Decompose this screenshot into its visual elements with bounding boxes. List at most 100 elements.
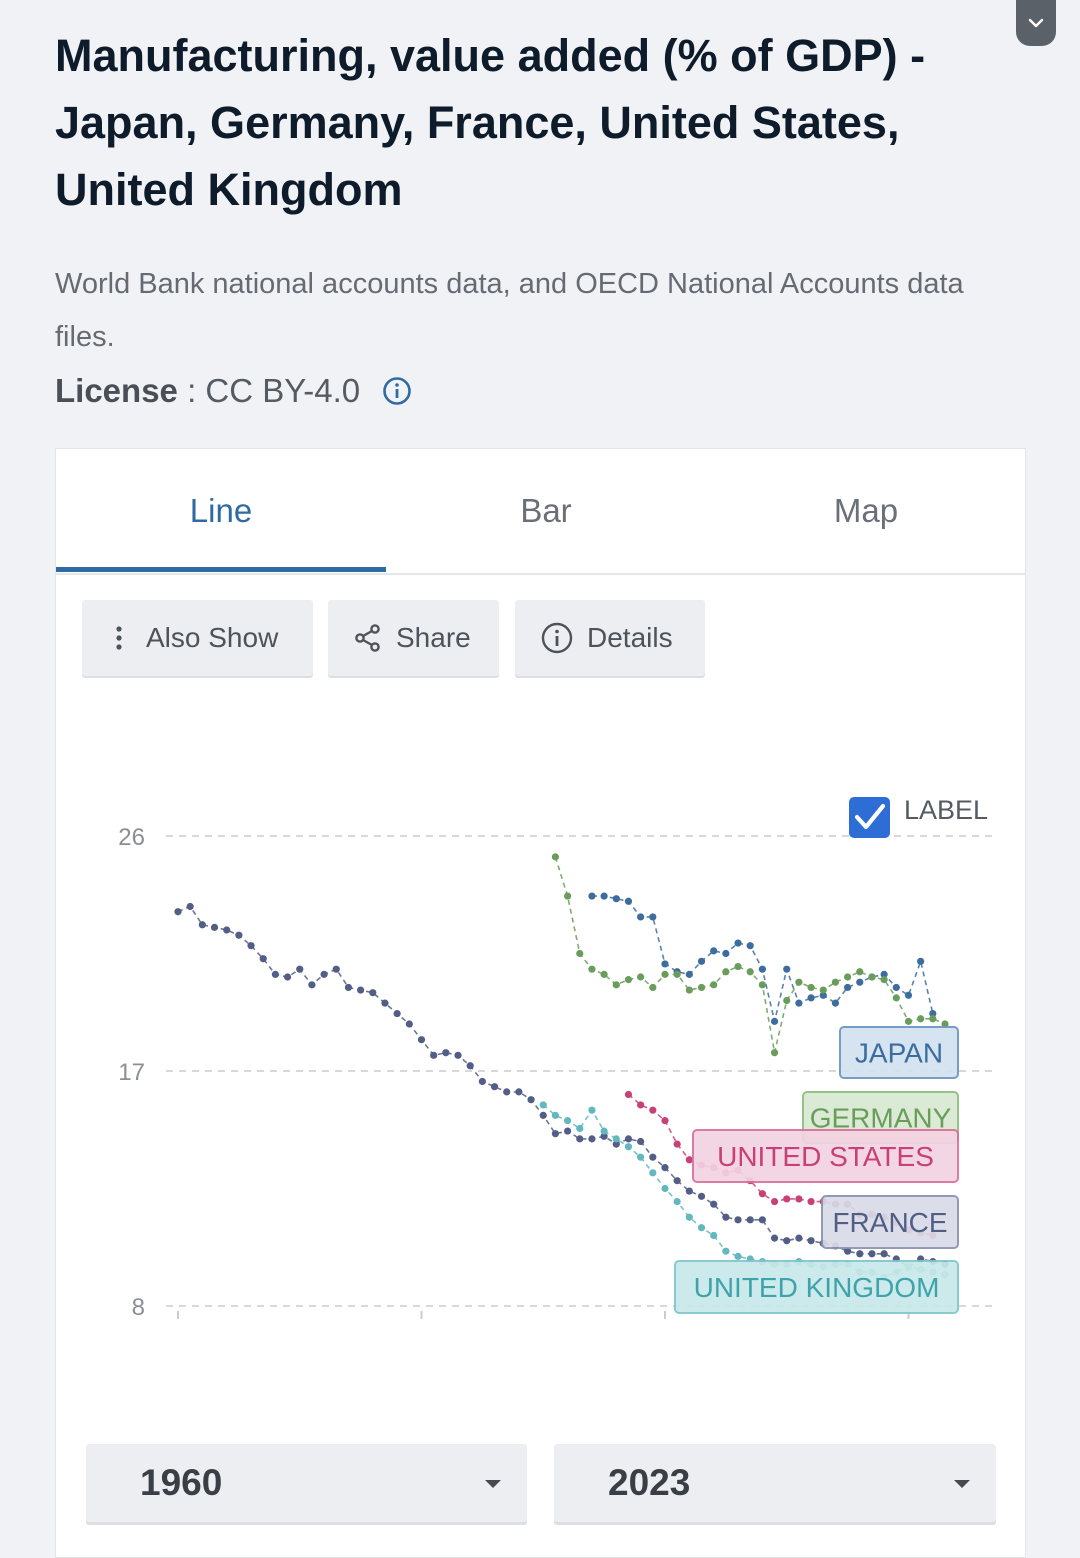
data-point[interactable] bbox=[661, 960, 669, 968]
data-point[interactable] bbox=[563, 1117, 572, 1125]
data-point[interactable] bbox=[856, 968, 864, 976]
data-point[interactable] bbox=[783, 1237, 791, 1245]
data-point[interactable] bbox=[624, 1135, 633, 1143]
data-point[interactable] bbox=[697, 957, 706, 965]
data-point[interactable] bbox=[831, 999, 840, 1007]
data-point[interactable] bbox=[746, 942, 754, 950]
data-point[interactable] bbox=[722, 1213, 730, 1221]
data-point[interactable] bbox=[685, 1156, 693, 1164]
data-point[interactable] bbox=[844, 973, 852, 981]
data-point[interactable] bbox=[405, 1020, 413, 1028]
data-point[interactable] bbox=[271, 970, 279, 978]
data-point[interactable] bbox=[685, 1187, 693, 1195]
end-year-select[interactable]: 2023 bbox=[554, 1444, 996, 1522]
data-point[interactable] bbox=[844, 983, 852, 992]
data-point[interactable] bbox=[722, 1247, 730, 1255]
data-point[interactable] bbox=[710, 1231, 718, 1240]
data-point[interactable] bbox=[807, 994, 815, 1002]
data-point[interactable] bbox=[746, 1216, 754, 1224]
data-point[interactable] bbox=[795, 978, 803, 986]
data-point[interactable] bbox=[697, 1224, 706, 1232]
data-point[interactable] bbox=[917, 957, 925, 965]
data-point[interactable] bbox=[417, 1036, 426, 1044]
data-point[interactable] bbox=[624, 976, 633, 984]
data-point[interactable] bbox=[685, 986, 693, 994]
data-point[interactable] bbox=[661, 1117, 669, 1125]
data-point[interactable] bbox=[612, 981, 620, 989]
data-point[interactable] bbox=[637, 913, 645, 921]
data-point[interactable] bbox=[198, 921, 206, 929]
data-point[interactable] bbox=[892, 994, 900, 1002]
data-point[interactable] bbox=[661, 1184, 669, 1193]
data-point[interactable] bbox=[442, 1049, 450, 1057]
data-point[interactable] bbox=[612, 1135, 620, 1143]
data-point[interactable] bbox=[649, 1106, 657, 1114]
data-point[interactable] bbox=[624, 1143, 633, 1151]
data-point[interactable] bbox=[734, 1216, 742, 1224]
data-point[interactable] bbox=[551, 853, 560, 861]
data-point[interactable] bbox=[612, 1140, 620, 1148]
data-point[interactable] bbox=[807, 1237, 815, 1245]
data-point[interactable] bbox=[235, 931, 243, 939]
data-point[interactable] bbox=[624, 1090, 633, 1099]
data-point[interactable] bbox=[503, 1088, 511, 1096]
data-point[interactable] bbox=[746, 968, 754, 976]
data-point[interactable] bbox=[710, 947, 718, 955]
data-point[interactable] bbox=[904, 991, 913, 999]
start-year-select[interactable]: 1960 bbox=[86, 1444, 527, 1522]
data-point[interactable] bbox=[673, 1197, 681, 1206]
data-point[interactable] bbox=[551, 1111, 560, 1119]
data-point[interactable] bbox=[770, 1049, 779, 1057]
label-toggle[interactable]: LABEL bbox=[849, 795, 988, 838]
data-point[interactable] bbox=[381, 999, 389, 1007]
data-point[interactable] bbox=[466, 1062, 474, 1070]
data-point[interactable] bbox=[710, 1200, 718, 1208]
data-point[interactable] bbox=[588, 1135, 596, 1143]
data-point[interactable] bbox=[685, 970, 693, 978]
data-point[interactable] bbox=[259, 955, 267, 963]
data-point[interactable] bbox=[539, 1101, 547, 1109]
data-point[interactable] bbox=[783, 965, 791, 973]
data-point[interactable] bbox=[734, 939, 742, 947]
data-point[interactable] bbox=[515, 1088, 523, 1096]
data-point[interactable] bbox=[868, 1250, 876, 1258]
data-point[interactable] bbox=[369, 989, 377, 997]
data-point[interactable] bbox=[880, 1250, 888, 1258]
data-point[interactable] bbox=[685, 1213, 693, 1221]
data-point[interactable] bbox=[770, 1234, 779, 1242]
data-point[interactable] bbox=[588, 1106, 596, 1114]
data-point[interactable] bbox=[539, 1111, 547, 1119]
data-point[interactable] bbox=[588, 892, 596, 900]
data-point[interactable] bbox=[880, 976, 888, 984]
data-point[interactable] bbox=[770, 1197, 779, 1206]
data-point[interactable] bbox=[576, 1124, 584, 1133]
data-point[interactable] bbox=[856, 978, 864, 986]
data-point[interactable] bbox=[807, 1197, 815, 1206]
data-point[interactable] bbox=[649, 1153, 657, 1161]
data-point[interactable] bbox=[637, 1101, 645, 1109]
details-button[interactable]: Details bbox=[515, 600, 705, 676]
data-point[interactable] bbox=[637, 1137, 645, 1146]
data-point[interactable] bbox=[880, 970, 888, 978]
data-point[interactable] bbox=[600, 892, 608, 900]
data-point[interactable] bbox=[332, 965, 340, 973]
data-point[interactable] bbox=[783, 1195, 791, 1203]
share-button[interactable]: Share bbox=[328, 600, 499, 676]
data-point[interactable] bbox=[856, 1250, 864, 1258]
data-point[interactable] bbox=[344, 983, 353, 992]
data-point[interactable] bbox=[612, 895, 620, 903]
data-point[interactable] bbox=[527, 1096, 535, 1104]
data-point[interactable] bbox=[649, 1169, 657, 1177]
data-point[interactable] bbox=[941, 1020, 949, 1028]
data-point[interactable] bbox=[758, 981, 766, 989]
data-point[interactable] bbox=[722, 949, 730, 958]
data-point[interactable] bbox=[795, 999, 803, 1007]
data-point[interactable] bbox=[624, 897, 633, 905]
data-point[interactable] bbox=[795, 1234, 803, 1242]
data-point[interactable] bbox=[576, 949, 584, 958]
collapse-button[interactable] bbox=[1016, 0, 1056, 46]
data-point[interactable] bbox=[283, 973, 292, 981]
data-point[interactable] bbox=[929, 1009, 937, 1018]
data-point[interactable] bbox=[868, 973, 876, 981]
data-point[interactable] bbox=[844, 1247, 852, 1255]
